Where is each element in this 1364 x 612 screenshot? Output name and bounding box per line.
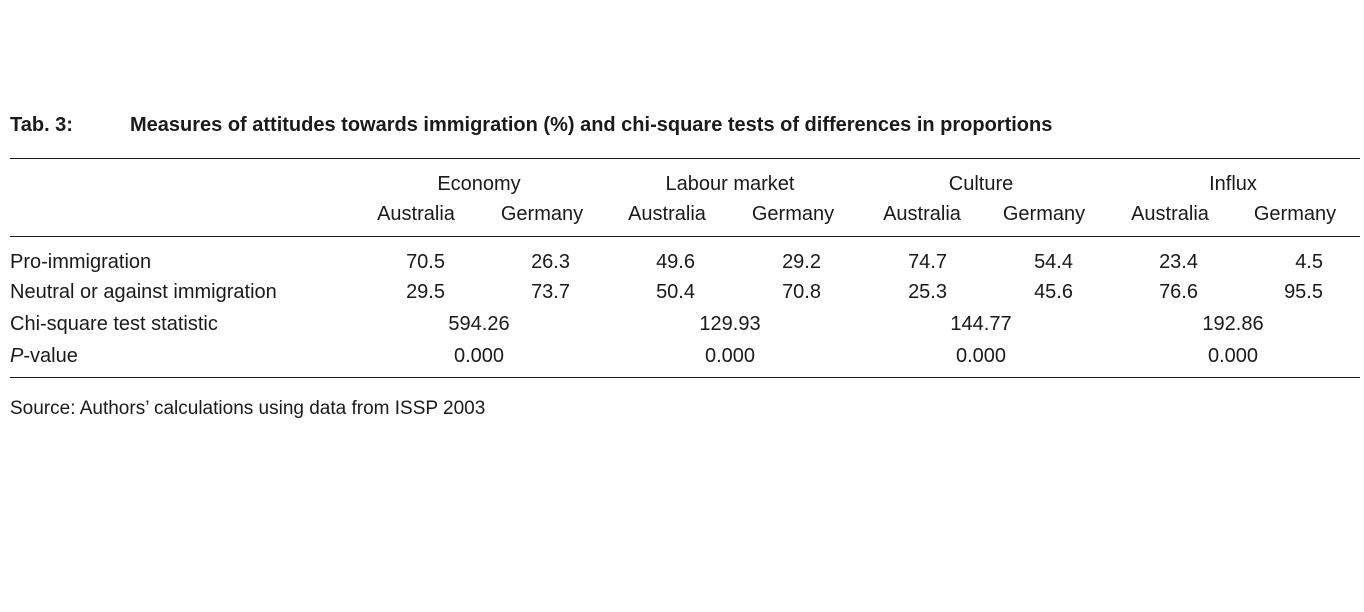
country-header: Germany	[1002, 203, 1086, 225]
table-cell: 70.8	[782, 281, 821, 303]
country-header: Australia	[1131, 203, 1209, 225]
p-label-rest: -value	[23, 345, 78, 367]
table-cell: 49.6	[656, 251, 695, 273]
header-rule	[10, 236, 1360, 237]
table-cell: 23.4	[1159, 251, 1198, 273]
table-cell: 29.5	[406, 281, 445, 303]
table-number: Tab. 3:	[10, 114, 73, 136]
row-label-neutral-or-against: Neutral or against immigration	[10, 281, 277, 303]
bottom-rule	[10, 377, 1360, 378]
group-header-economy: Economy	[437, 173, 521, 195]
table-cell: 54.4	[1034, 251, 1073, 273]
table-cell: 0.000	[453, 345, 505, 367]
table-cell: 26.3	[531, 251, 570, 273]
table-cell: 594.26	[448, 313, 510, 335]
country-header: Germany	[500, 203, 584, 225]
table-cell: 4.5	[1295, 251, 1323, 273]
table-cell: 70.5	[406, 251, 445, 273]
table-cell: 25.3	[908, 281, 947, 303]
table-cell: 74.7	[908, 251, 947, 273]
country-header: Australia	[377, 203, 455, 225]
group-header-influx: Influx	[1209, 173, 1257, 195]
table-cell: 129.93	[699, 313, 761, 335]
group-header-labour-market: Labour market	[665, 173, 795, 195]
table-cell: 50.4	[656, 281, 695, 303]
table-cell: 0.000	[955, 345, 1007, 367]
table-title: Measures of attitudes towards immigratio…	[130, 114, 1053, 136]
row-label-pro-immigration: Pro-immigration	[10, 251, 152, 273]
table-cell: 0.000	[704, 345, 756, 367]
table-cell: 29.2	[782, 251, 821, 273]
row-label-chi-square: Chi-square test statistic	[10, 313, 218, 335]
table-caption: Tab. 3: Measures of attitudes towards imm…	[10, 114, 1052, 137]
p-label-italic: P	[10, 345, 24, 367]
table-cell: 45.6	[1034, 281, 1073, 303]
country-header: Australia	[883, 203, 961, 225]
country-header: Australia	[628, 203, 706, 225]
table-cell: 95.5	[1284, 281, 1323, 303]
table-cell: 0.000	[1207, 345, 1259, 367]
table-cell: 192.86	[1202, 313, 1264, 335]
top-rule	[10, 158, 1360, 159]
country-header: Germany	[751, 203, 835, 225]
group-header-culture: Culture	[948, 173, 1014, 195]
row-label-p-value: P-value	[10, 344, 78, 368]
table-cell: 73.7	[531, 281, 570, 303]
source-note: Source: Authors’ calculations using data…	[10, 398, 486, 419]
table-cell: 144.77	[950, 313, 1012, 335]
table-cell: 76.6	[1159, 281, 1198, 303]
country-header: Germany	[1253, 203, 1337, 225]
